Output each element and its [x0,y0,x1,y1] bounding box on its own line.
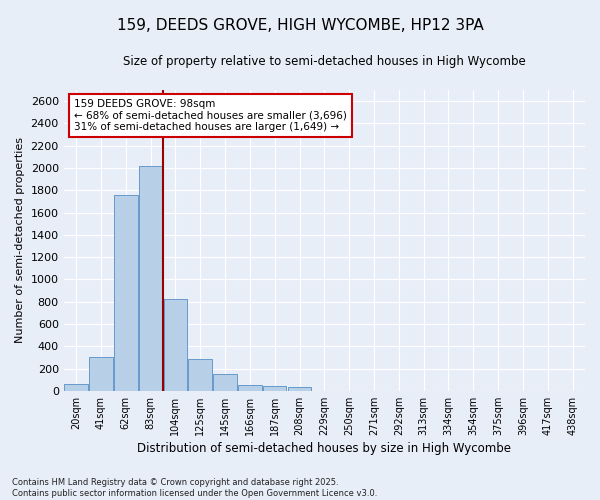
Y-axis label: Number of semi-detached properties: Number of semi-detached properties [15,138,25,344]
Text: Contains HM Land Registry data © Crown copyright and database right 2025.
Contai: Contains HM Land Registry data © Crown c… [12,478,377,498]
Text: 159, DEEDS GROVE, HIGH WYCOMBE, HP12 3PA: 159, DEEDS GROVE, HIGH WYCOMBE, HP12 3PA [116,18,484,32]
Bar [114,194,137,391]
Bar [213,374,237,391]
X-axis label: Distribution of semi-detached houses by size in High Wycombe: Distribution of semi-detached houses by … [137,442,511,455]
Bar [139,166,163,391]
Bar [188,358,212,391]
Bar [238,384,262,391]
Title: Size of property relative to semi-detached houses in High Wycombe: Size of property relative to semi-detach… [123,55,526,68]
Text: 159 DEEDS GROVE: 98sqm
← 68% of semi-detached houses are smaller (3,696)
31% of : 159 DEEDS GROVE: 98sqm ← 68% of semi-det… [74,99,347,132]
Bar [288,387,311,391]
Bar [164,300,187,391]
Bar [263,386,286,391]
Bar [64,384,88,391]
Bar [89,358,113,391]
